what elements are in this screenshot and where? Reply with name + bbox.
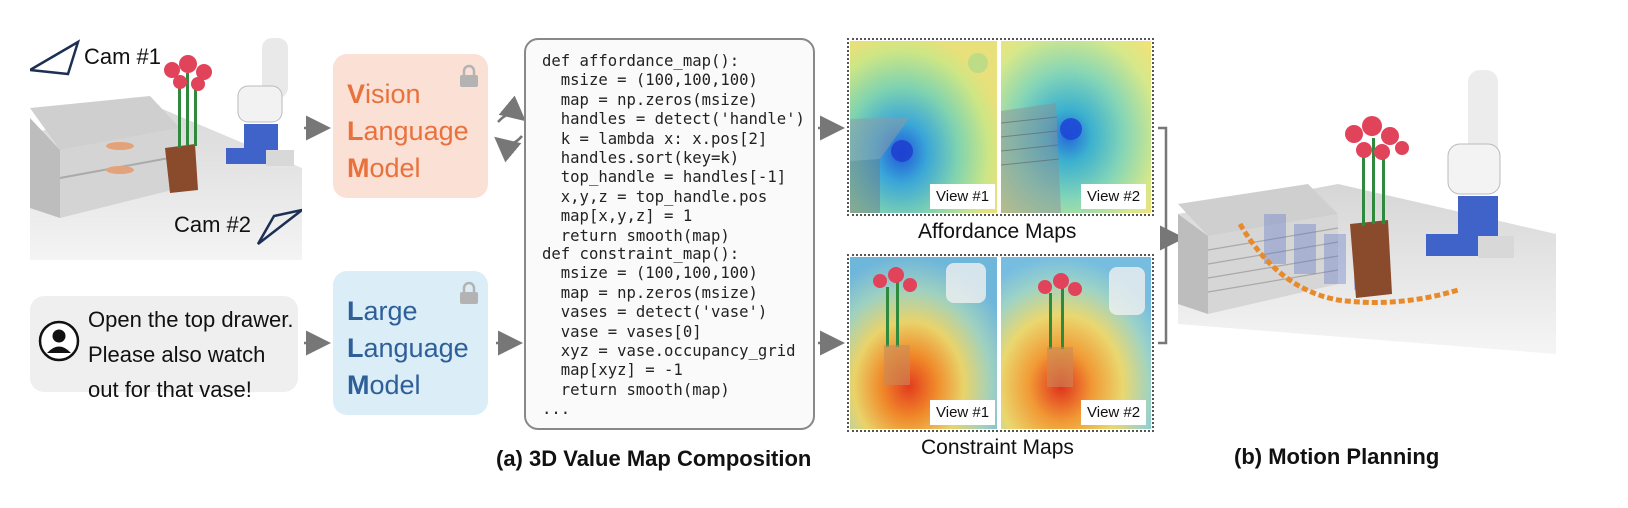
llm-initial-l2: L bbox=[347, 333, 364, 363]
constraint-code-line: def constraint_map(): bbox=[542, 245, 740, 263]
llm-lock-icon bbox=[459, 281, 479, 305]
affordance-code-line: return smooth(map) bbox=[542, 226, 730, 245]
vlm-word-language: anguage bbox=[363, 116, 469, 146]
affordance-code-line: msize = (100,100,100) bbox=[542, 71, 758, 90]
affordance-code: def affordance_map(): msize = (100,100,1… bbox=[542, 52, 805, 246]
scene-pointcloud-view bbox=[30, 38, 302, 260]
vlm-initial-v: V bbox=[347, 79, 366, 109]
constraint-code-line: return smooth(map) bbox=[542, 380, 730, 399]
camera-1-label: Cam #1 bbox=[84, 44, 162, 69]
affordance-maps-title: Affordance Maps bbox=[918, 220, 1077, 243]
affordance-code-line: handles = detect('handle') bbox=[542, 110, 805, 129]
motion-planning-scene bbox=[1178, 64, 1556, 394]
constraint-maps-title: Constraint Maps bbox=[921, 436, 1074, 459]
llm-word-model: odel bbox=[369, 370, 421, 400]
constraint-code-line: vase = vases[0] bbox=[542, 322, 702, 341]
user-icon bbox=[38, 320, 80, 362]
affordance-code-line: x,y,z = top_handle.pos bbox=[542, 187, 768, 206]
vlm-initial-m: M bbox=[347, 153, 370, 183]
llm-initial-m: M bbox=[347, 370, 370, 400]
affordance-code-line: k = lambda x: x.pos[2] bbox=[542, 129, 768, 148]
affordance-code-line: map = np.zeros(msize) bbox=[542, 90, 758, 109]
instruction-line-2: Please also watch bbox=[88, 342, 266, 367]
vlm-word-vision: ision bbox=[365, 79, 421, 109]
constraint-code-line: msize = (100,100,100) bbox=[542, 264, 758, 283]
affordance-code-line: map[x,y,z] = 1 bbox=[542, 207, 693, 226]
constraint-view-2-tag: View #2 bbox=[1081, 400, 1147, 425]
constraint-code-line: xyz = vase.occupancy_grid bbox=[542, 342, 796, 361]
arrow-code-to-vlm bbox=[494, 135, 523, 163]
instruction-line-1: Open the top drawer. bbox=[88, 307, 294, 332]
affordance-view-1-tag: View #1 bbox=[930, 184, 996, 209]
arrow-vlm-to-code bbox=[497, 95, 526, 123]
caption-value-map-composition: (a) 3D Value Map Composition bbox=[496, 446, 812, 471]
caption-motion-planning: (b) Motion Planning bbox=[1234, 444, 1440, 469]
affordance-code-line: handles.sort(key=k) bbox=[542, 149, 740, 168]
constraint-code-line: map[xyz] = -1 bbox=[542, 361, 683, 380]
affordance-code-line: top_handle = handles[-1] bbox=[542, 168, 787, 187]
llm-word-language: anguage bbox=[363, 333, 469, 363]
llm-initial-l: L bbox=[347, 296, 364, 326]
constraint-code-line: vases = detect('vase') bbox=[542, 303, 768, 322]
vlm-initial-l: L bbox=[347, 116, 364, 146]
constraint-maps-frame bbox=[847, 254, 1154, 432]
affordance-maps-frame bbox=[847, 38, 1154, 216]
camera-2-label: Cam #2 bbox=[174, 212, 252, 237]
code-panel bbox=[524, 38, 815, 430]
llm-word-large: arge bbox=[363, 296, 418, 326]
constraint-view-1-tag: View #1 bbox=[930, 400, 996, 425]
instruction-text: Open the top drawer. Please also watch o… bbox=[88, 302, 293, 407]
affordance-view-2-tag: View #2 bbox=[1081, 184, 1147, 209]
instruction-line-3: out for that vase! bbox=[88, 377, 252, 402]
vlm-lock-icon bbox=[459, 64, 479, 88]
affordance-code-line: def affordance_map(): bbox=[542, 52, 740, 70]
maps-bracket bbox=[1158, 126, 1168, 345]
constraint-code-line: map = np.zeros(msize) bbox=[542, 283, 758, 302]
vlm-word-model: odel bbox=[369, 153, 421, 183]
constraint-code: def constraint_map(): msize = (100,100,1… bbox=[542, 245, 795, 420]
constraint-code-line: ... bbox=[542, 400, 571, 419]
